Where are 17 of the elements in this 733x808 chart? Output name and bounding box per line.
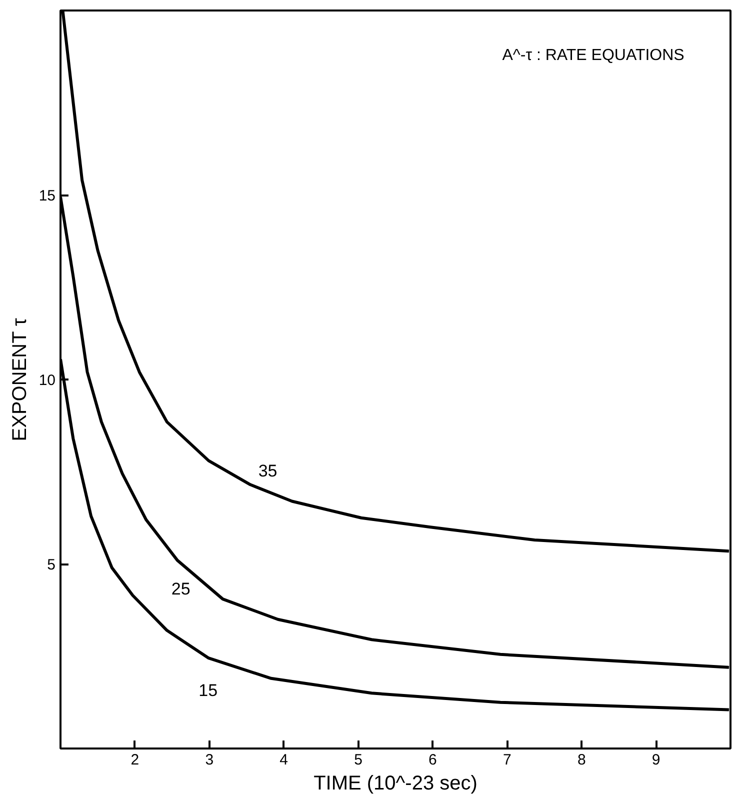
y-tick-label: 15 bbox=[38, 188, 56, 204]
series-label: 35 bbox=[258, 462, 278, 481]
x-tick-label: 2 bbox=[130, 752, 140, 768]
x-tick-label: 9 bbox=[652, 752, 660, 768]
x-tick-label: 7 bbox=[502, 752, 512, 768]
text: A^-τ : RATE EQUATIONS bbox=[502, 47, 684, 64]
x-tick-label: 8 bbox=[577, 752, 586, 768]
series-label: 25 bbox=[171, 579, 190, 598]
x-tick-label: 6 bbox=[428, 752, 437, 768]
x-tick-label: 5 bbox=[354, 752, 362, 768]
y-tick-label: 10 bbox=[38, 372, 56, 389]
y-tick-label: 5 bbox=[47, 556, 56, 574]
x-tick-label: 3 bbox=[205, 752, 214, 768]
series-label: 15 bbox=[198, 681, 218, 700]
x-tick-label: 4 bbox=[280, 752, 288, 768]
y-axis-title: EXPONENT τ bbox=[8, 318, 31, 442]
x-axis-title: TIME (10^-23 sec) bbox=[314, 772, 478, 794]
